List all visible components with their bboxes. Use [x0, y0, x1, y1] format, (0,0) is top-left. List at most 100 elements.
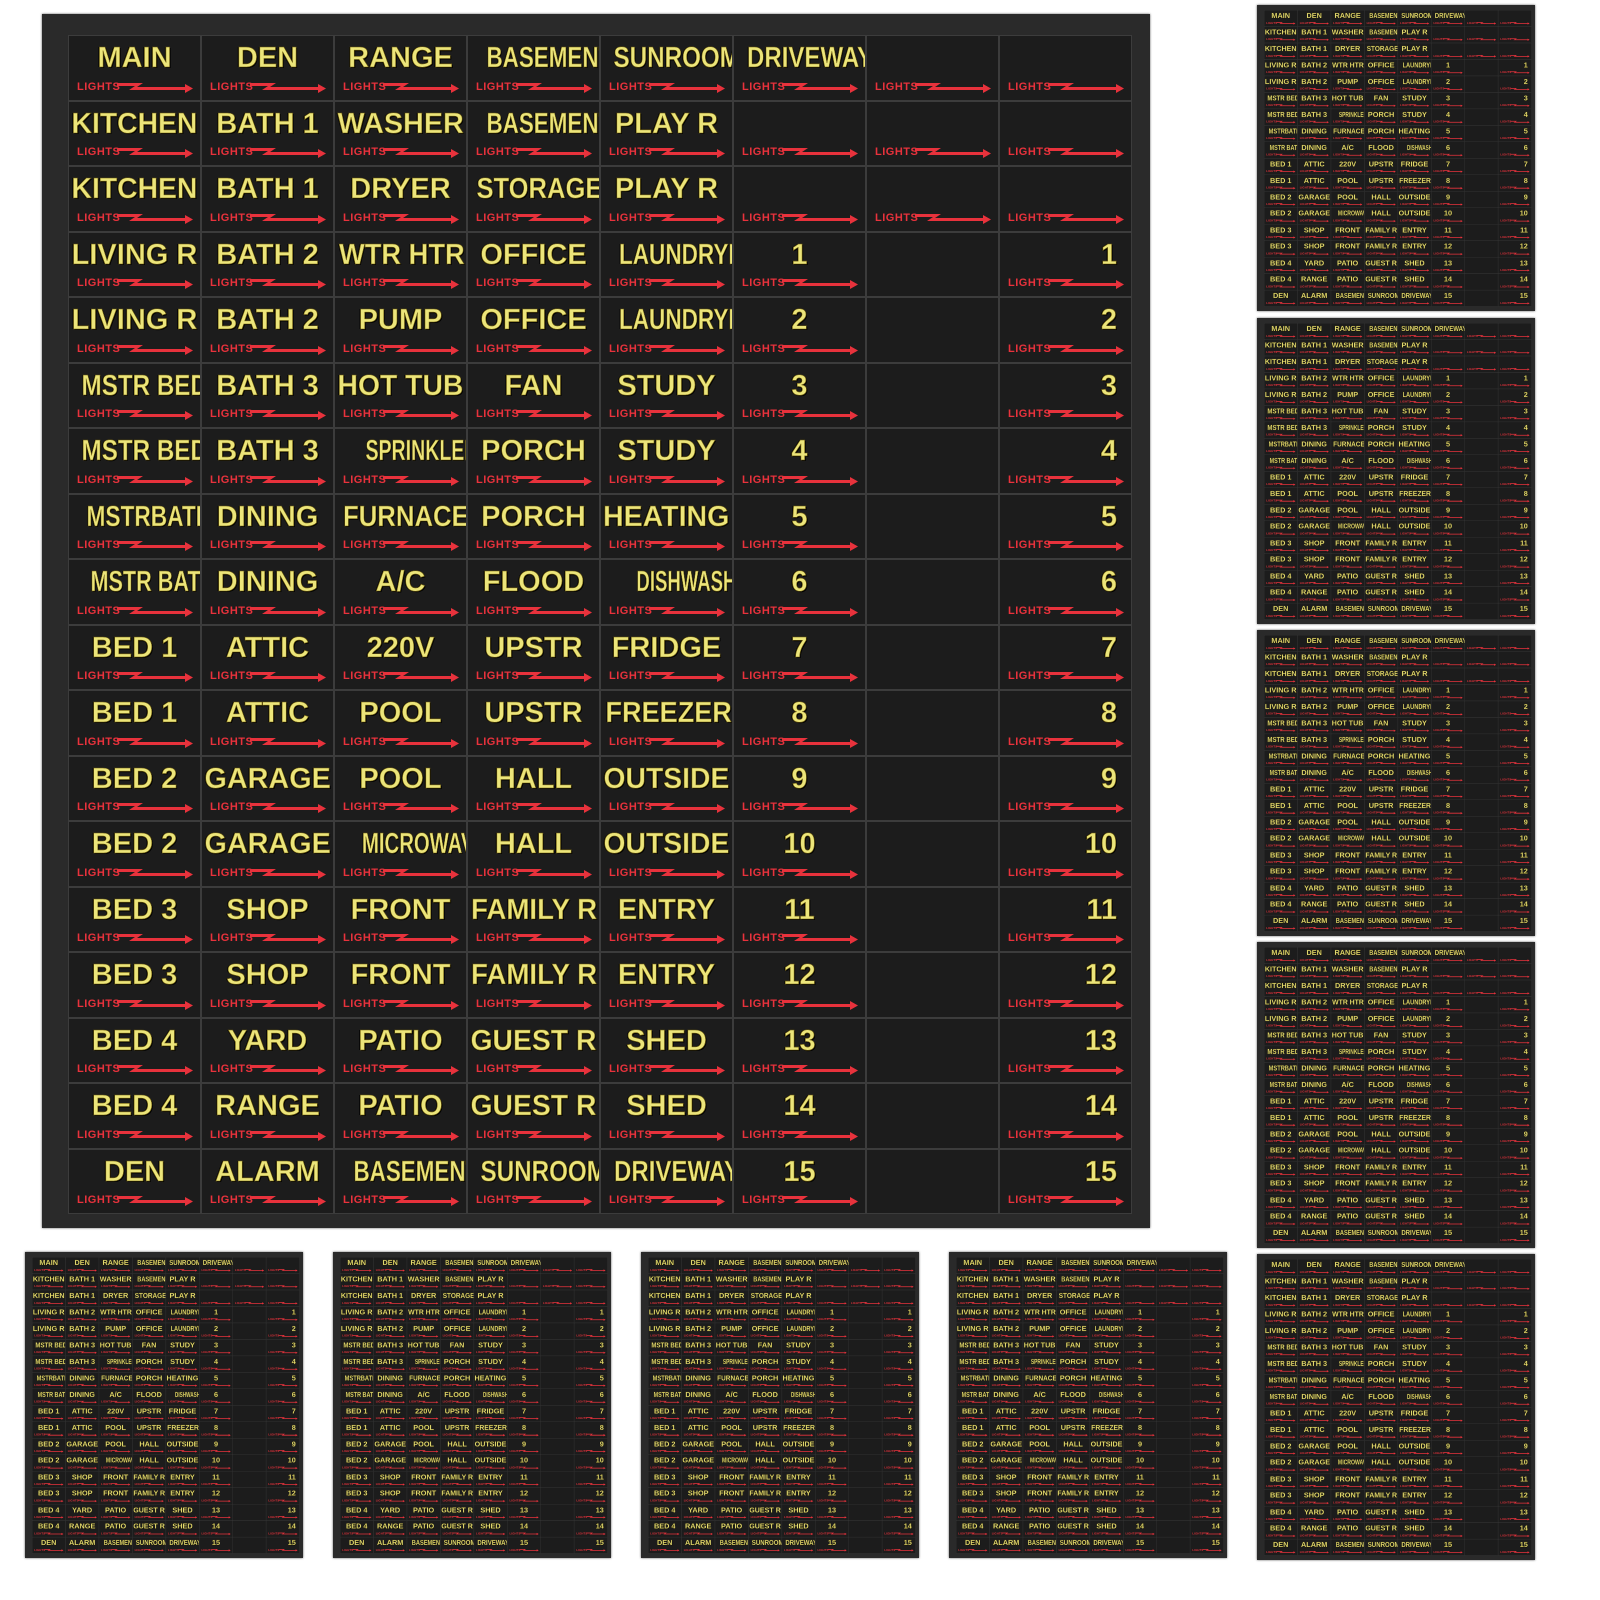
lights-text: LIGHTS: [1366, 827, 1378, 831]
label-text: DINING: [216, 566, 319, 599]
label-text: DRYER: [1334, 981, 1360, 991]
label-text: SHED: [626, 1024, 707, 1057]
lights-text: LIGHTS: [1433, 1189, 1444, 1193]
lights-text: LIGHTS: [442, 1532, 454, 1536]
breaker-label: 5 LIGHTS: [733, 493, 866, 559]
breaker-label: DISHWASHERLIGHTS: [165, 1389, 199, 1406]
lights-text: LIGHTS: [476, 1128, 520, 1141]
lightning-arrow-icon: LIGHTS: [201, 1334, 231, 1338]
lights-text: LIGHTS: [77, 801, 121, 813]
label-grid: MAIN LIGHTS DEN LIGHTS RANGE LIGHTS BASEMENT LI…: [955, 1257, 1224, 1554]
label-text: KITCHEN: [1264, 44, 1297, 54]
breaker-label: [1464, 1473, 1498, 1490]
label-text: DRIVEWAY: [476, 1539, 507, 1548]
lightning-arrow-icon: LIGHTS: [1266, 1090, 1296, 1094]
breaker-label: 5 LIGHTS: [1497, 125, 1532, 143]
label-text: 14: [1443, 588, 1452, 597]
lightning-arrow-icon: LIGHTS: [476, 1334, 506, 1338]
breaker-label: FREEZER LIGHTS: [1397, 1424, 1431, 1441]
breaker-label: ENTRY LIGHTS: [165, 1487, 199, 1505]
breaker-label: [1464, 586, 1498, 604]
breaker-label: RANGE LIGHTS: [1296, 273, 1331, 291]
lightning-arrow-icon: LIGHTS: [342, 1351, 372, 1355]
lightning-arrow-icon: LIGHTS: [1400, 1123, 1430, 1127]
label-text: DRIVEWAY: [747, 42, 866, 75]
breaker-label: ENTRY LIGHTS: [1397, 1161, 1431, 1178]
label-text: HALL: [1370, 506, 1391, 515]
lights-text: LIGHTS: [1265, 1106, 1277, 1111]
breaker-label: ATTIC LIGHTS: [1296, 488, 1331, 505]
breaker-label: PATIO LIGHTS: [1330, 273, 1364, 291]
lights-text: LIGHTS: [1332, 417, 1344, 421]
lightning-arrow-icon: LIGHTS: [168, 1433, 198, 1437]
label-text: POOL: [1336, 1425, 1358, 1434]
lights-text: LIGHTS: [267, 1351, 279, 1355]
breaker-label: FREEZER LIGHTS: [1397, 175, 1431, 192]
lights-text: LIGHTS: [475, 1433, 487, 1437]
label-text: SUNROOM: [1367, 1229, 1398, 1238]
breaker-label: 7 LIGHTS: [506, 1405, 541, 1423]
lights-text: LIGHTS: [783, 1285, 795, 1289]
lightning-arrow-icon: LIGHTS: [1433, 87, 1463, 91]
label-row: BED 3 LIGHTS SHOP LIGHTS FRONT LIGHTS FAMILY R…: [647, 1487, 916, 1505]
label-text: BASEMENT: [136, 1259, 166, 1268]
lightning-arrow-icon: LIGHTS: [609, 1128, 727, 1142]
breaker-label: DRIVEWAY LIGHTS: [1430, 10, 1465, 27]
label-row: MSTRBATH LIGHTS DINING LIGHTS FURNACE LIGHTS P…: [31, 1372, 300, 1390]
breaker-label: BED 1 LIGHTS: [647, 1422, 681, 1439]
breaker-label: SHED LIGHTS: [1397, 257, 1431, 274]
breaker-label: BED 3 LIGHTS: [1263, 1473, 1297, 1490]
lightning-arrow-icon: LIGHTS: [77, 1193, 195, 1207]
breaker-label: [1464, 191, 1498, 208]
breaker-label: SHOP LIGHTS: [680, 1487, 715, 1505]
lightning-arrow-icon: LIGHTS: [268, 1450, 298, 1454]
label-text: SHOP: [1303, 867, 1325, 876]
lightning-arrow-icon: LIGHTS: [1400, 483, 1430, 487]
breaker-label: LIGHTS: [1497, 668, 1532, 685]
lightning-arrow-icon: LIGHTS: [1266, 433, 1296, 437]
lights-text: LIGHTS: [742, 342, 786, 355]
label-text: 13: [1443, 572, 1452, 581]
lightning-arrow-icon: LIGHTS: [343, 276, 461, 290]
lightning-arrow-icon: LIGHTS: [1266, 1419, 1296, 1423]
lights-text: LIGHTS: [100, 1285, 112, 1289]
lightning-arrow-icon: LIGHTS: [1366, 54, 1396, 58]
breaker-label: MSTR BED LIGHTS: [31, 1356, 65, 1373]
breaker-label: FLOOD LIGHTS: [131, 1389, 166, 1406]
lights-text: LIGHTS: [1299, 71, 1311, 75]
lightning-arrow-icon: LIGHTS: [101, 1400, 131, 1404]
lights-text: LIGHTS: [1433, 1156, 1444, 1160]
lights-text: LIGHTS: [1366, 646, 1378, 650]
label-text: FLOOD: [482, 566, 585, 599]
label-text: 6: [1445, 1392, 1450, 1401]
lightning-arrow-icon: LIGHTS: [375, 1466, 405, 1470]
breaker-label: BASEMENT LIGHTS: [334, 1148, 467, 1214]
breaker-label: DRIVEWAY LIGHTS: [506, 1257, 541, 1274]
breaker-label: FURNACE LIGHTS: [1330, 1062, 1364, 1080]
label-sheet-thumbnail: MAIN LIGHTS DEN LIGHTS RANGE LIGHTS BASEMENT LI…: [949, 1252, 1227, 1558]
label-text: SUNROOM: [480, 1155, 600, 1188]
lightning-arrow-icon: LIGHTS: [210, 735, 328, 749]
breaker-label: DINING LIGHTS: [1296, 455, 1331, 472]
breaker-label: UPSTR LIGHTS: [1363, 158, 1398, 176]
breaker-label: 12 LIGHTS: [1430, 865, 1465, 883]
breaker-label: POOL LIGHTS: [406, 1438, 440, 1455]
label-text: BATH 1: [684, 1291, 711, 1301]
lights-text: LIGHTS: [1433, 334, 1444, 338]
lights-text: LIGHTS: [542, 1301, 554, 1305]
lightning-arrow-icon: LIGHTS: [409, 1483, 439, 1487]
lights-text: LIGHTS: [442, 1351, 454, 1355]
lights-text: LIGHTS: [1332, 1517, 1344, 1521]
breaker-label: SHOP LIGHTS: [372, 1487, 407, 1505]
label-text: PATIO: [1336, 900, 1358, 909]
lights-text: LIGHTS: [1332, 893, 1344, 897]
lights-text: LIGHTS: [267, 1318, 279, 1322]
lightning-arrow-icon: LIGHTS: [1266, 1041, 1296, 1045]
label-text: SHED: [626, 1090, 707, 1123]
lightning-arrow-icon: LIGHTS: [1500, 1485, 1530, 1489]
lights-text: LIGHTS: [1299, 1353, 1311, 1357]
label-sheet-thumbnail: MAIN LIGHTS DEN LIGHTS RANGE LIGHTS BASEMENT LI…: [1257, 1254, 1535, 1560]
lights-text: LIGHTS: [1433, 1106, 1444, 1111]
lights-text: LIGHTS: [134, 1532, 146, 1536]
